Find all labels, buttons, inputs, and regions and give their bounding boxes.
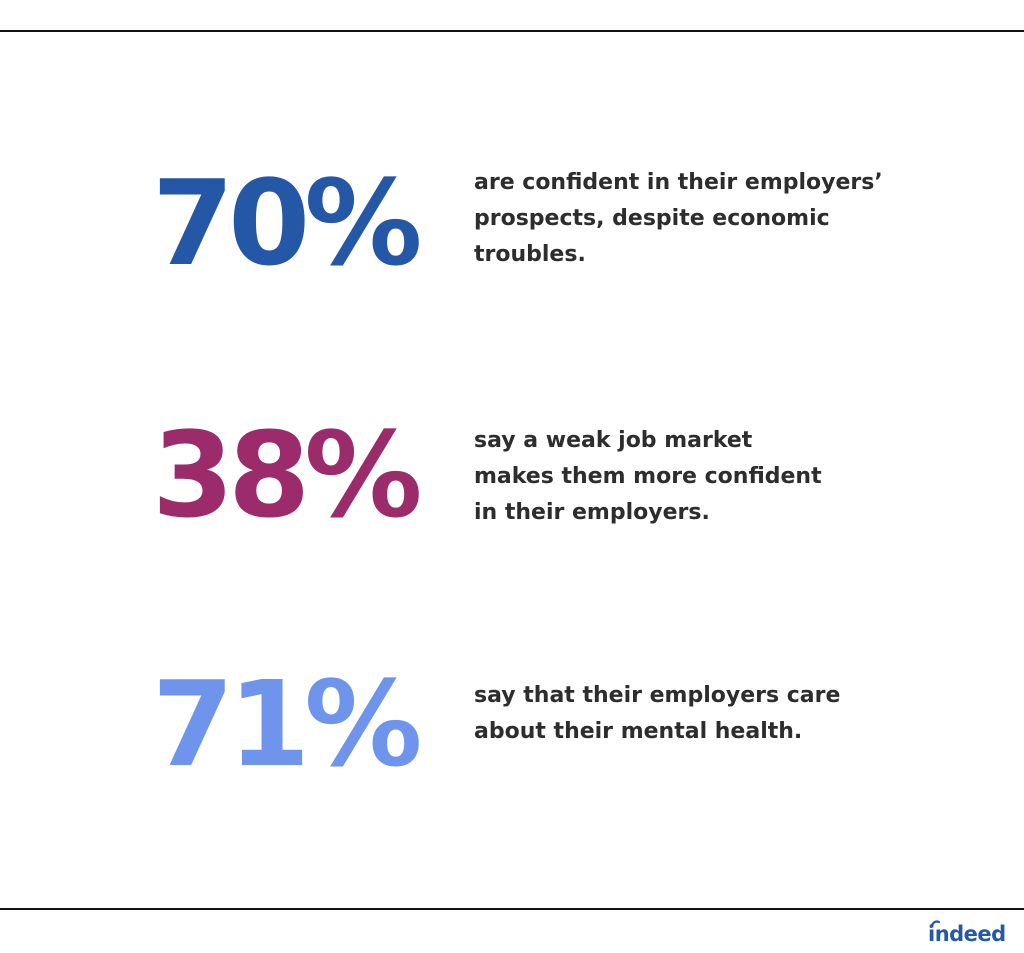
stat-percentage: 71%	[152, 655, 422, 793]
stat-row-3: 71% say that their employers care about …	[0, 654, 1024, 794]
stat-row-2: 38% say a weak job market makes them mor…	[0, 405, 1024, 545]
logo-arc-icon	[930, 920, 940, 928]
bottom-divider	[0, 908, 1024, 910]
stat-description-line: makes them more confident	[474, 464, 822, 489]
stat-description: are confident in their employers’ prospe…	[474, 165, 914, 273]
stat-description: say a weak job market makes them more co…	[474, 423, 914, 531]
stat-description-line: in their employers.	[474, 500, 710, 525]
stat-description-line: about their mental health.	[474, 719, 803, 744]
logo-wordmark: indeed	[928, 922, 1006, 946]
stat-description-line: say that their employers care	[474, 683, 841, 708]
stat-description-line: prospects, despite economic	[474, 206, 830, 231]
stat-row-1: 70% are confident in their employers’ pr…	[0, 153, 1024, 293]
stat-description: say that their employers care about thei…	[474, 678, 914, 750]
indeed-logo: indeed	[928, 918, 1006, 950]
stat-percentage: 38%	[152, 406, 422, 544]
stat-description-line: are confident in their employers’	[474, 170, 883, 195]
stat-percentage: 70%	[152, 154, 422, 292]
top-divider	[0, 30, 1024, 32]
stat-description-line: troubles.	[474, 242, 586, 267]
stat-description-line: say a weak job market	[474, 428, 753, 453]
